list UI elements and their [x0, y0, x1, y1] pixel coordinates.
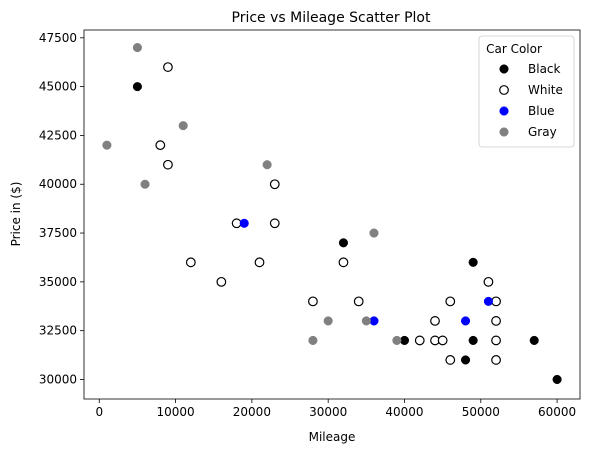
point-blue — [483, 296, 493, 306]
x-tick-label: 60000 — [538, 405, 576, 419]
point-white — [491, 296, 501, 307]
point-gray — [102, 140, 112, 150]
y-tick-label: 47500 — [39, 31, 77, 45]
point-white — [254, 257, 265, 268]
point-blue — [369, 316, 379, 326]
point-black — [132, 82, 142, 92]
x-tick-label: 20000 — [233, 405, 271, 419]
legend-marker-gray — [499, 127, 509, 137]
y-axis-ticks: 30000 32500 35000 37500 40000 42500 45000 47500 — [39, 31, 84, 386]
point-white — [445, 355, 456, 365]
point-white — [269, 218, 280, 229]
point-black — [399, 335, 410, 345]
point-white — [491, 316, 501, 326]
point-black — [552, 374, 562, 385]
point-white — [353, 296, 364, 307]
point-black — [529, 335, 539, 345]
x-tick-label: 30000 — [309, 405, 347, 419]
point-white — [483, 276, 494, 287]
y-tick-label: 32500 — [39, 324, 77, 338]
legend-label-white: White — [528, 83, 563, 97]
point-blue — [460, 316, 471, 326]
legend-title: Car Color — [486, 42, 542, 56]
point-gray — [323, 316, 333, 326]
point-white — [163, 62, 173, 72]
point-white — [308, 296, 318, 307]
plot-frame — [83, 29, 581, 400]
y-tick-label: 35000 — [39, 275, 77, 289]
point-white — [430, 316, 440, 326]
y-tick-label: 40000 — [39, 177, 77, 191]
y-tick-label: 37500 — [39, 226, 77, 240]
y-tick-label: 45000 — [39, 80, 77, 94]
point-blue — [239, 218, 249, 228]
x-axis-label: Mileage — [309, 430, 356, 444]
data-points — [102, 43, 562, 385]
y-tick-label: 42500 — [39, 128, 77, 142]
point-gray — [392, 335, 402, 345]
x-tick-label: 50000 — [462, 405, 500, 419]
legend-marker-blue — [499, 106, 509, 116]
point-white — [437, 335, 448, 346]
legend-marker-black — [499, 64, 509, 74]
point-white — [155, 140, 166, 151]
point-black — [338, 238, 348, 248]
legend-box — [478, 35, 575, 148]
point-gray — [178, 121, 188, 131]
x-axis-ticks: 0 10000 20000 30000 40000 50000 60000 — [95, 399, 576, 419]
point-black — [460, 355, 471, 365]
point-white — [338, 257, 349, 268]
point-gray — [132, 43, 142, 53]
point-gray — [369, 228, 379, 238]
point-gray — [262, 160, 272, 170]
point-white — [163, 159, 173, 170]
legend-label-blue: Blue — [528, 104, 555, 118]
point-white — [491, 355, 501, 365]
legend-label-gray: Gray — [528, 125, 557, 139]
point-gray — [308, 335, 318, 345]
point-black — [468, 335, 478, 345]
point-white — [231, 218, 242, 229]
point-gray — [361, 316, 371, 326]
point-white — [445, 296, 456, 307]
y-tick-label: 30000 — [39, 372, 77, 386]
legend-marker-white — [499, 85, 509, 95]
point-black — [468, 257, 478, 267]
point-white — [185, 257, 196, 268]
point-white — [491, 335, 501, 346]
point-white — [414, 335, 425, 346]
y-axis-label: Price in ($) — [9, 182, 23, 247]
point-white — [216, 276, 227, 287]
x-tick-label: 10000 — [156, 405, 194, 419]
legend: Car Color Black White Blue Gray — [478, 35, 575, 148]
x-tick-label: 0 — [95, 405, 103, 419]
x-tick-label: 40000 — [385, 405, 423, 419]
point-white — [269, 179, 280, 190]
legend-label-black: Black — [528, 62, 561, 76]
chart-title: Price vs Mileage Scatter Plot — [232, 10, 431, 26]
point-gray — [140, 179, 150, 189]
